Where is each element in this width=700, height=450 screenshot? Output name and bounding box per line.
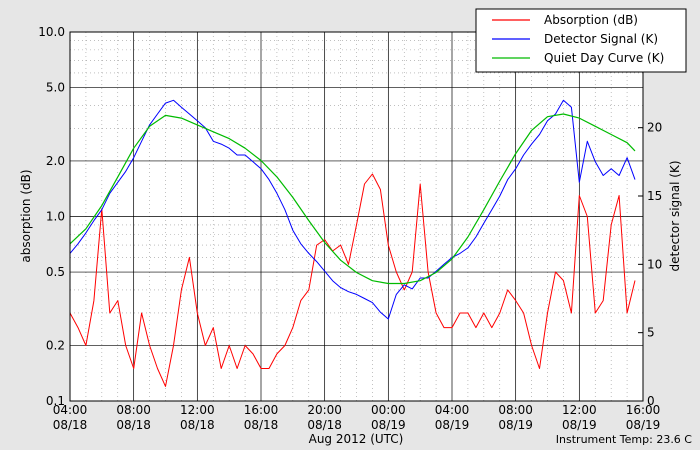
y-right-tick-label: 10	[647, 257, 662, 271]
y-left-tick-label: 0.5	[46, 265, 65, 279]
y-right-tick-label: 20	[647, 121, 662, 135]
x-tick-time: 12:00	[562, 403, 597, 417]
x-tick-date: 08/19	[626, 418, 661, 432]
y-right-tick-label: 0	[647, 394, 655, 408]
x-tick-time: 08:00	[116, 403, 151, 417]
x-tick-time: 04:00	[435, 403, 470, 417]
y-left-tick-label: 2.0	[46, 154, 65, 168]
x-tick-date: 08/19	[371, 418, 406, 432]
y-left-tick-label: 5.0	[46, 81, 65, 95]
y-left-tick-label: 0.1	[46, 394, 65, 408]
x-tick-date: 08/18	[244, 418, 279, 432]
grid	[69, 31, 644, 402]
y-right-tick-label: 5	[647, 326, 655, 340]
x-tick-date: 08/19	[498, 418, 533, 432]
y-left-tick-label: 10.0	[38, 25, 65, 39]
x-tick-time: 08:00	[498, 403, 533, 417]
x-tick-time: 04:00	[53, 403, 88, 417]
x-tick-date: 08/18	[116, 418, 151, 432]
x-tick-time: 16:00	[244, 403, 279, 417]
x-tick-time: 12:00	[180, 403, 215, 417]
y-left-tick-label: 1.0	[46, 210, 65, 224]
y-axis-right-label: detector signal (K)	[668, 160, 682, 271]
x-tick-date: 08/18	[53, 418, 88, 432]
legend-label: Quiet Day Curve (K)	[544, 51, 664, 65]
y-left-tick-label: 0.2	[46, 338, 65, 352]
series-line-2	[69, 113, 636, 285]
x-tick-date: 08/18	[180, 418, 215, 432]
legend-label: Absorption (dB)	[544, 13, 638, 27]
x-axis-label: Aug 2012 (UTC)	[309, 432, 404, 446]
x-tick-date: 08/19	[435, 418, 470, 432]
legend-label: Detector Signal (K)	[544, 32, 658, 46]
x-tick-date: 08/18	[307, 418, 342, 432]
x-tick-time: 00:00	[371, 403, 406, 417]
ticks: 04:0008/1808:0008/1812:0008/1816:0008/18…	[38, 25, 662, 432]
x-tick-time: 16:00	[626, 403, 661, 417]
instrument-temp-note: Instrument Temp: 23.6 C	[556, 433, 693, 446]
series-line-1	[69, 99, 636, 320]
series-line-0	[69, 173, 636, 387]
y-axis-left-label: absorption (dB)	[19, 169, 33, 262]
y-right-tick-label: 15	[647, 189, 662, 203]
x-tick-date: 08/19	[562, 418, 597, 432]
series-layer	[69, 99, 636, 387]
plot-frame	[69, 31, 644, 402]
x-tick-time: 20:00	[307, 403, 342, 417]
legend: Absorption (dB) Detector Signal (K) Quiet …	[475, 8, 687, 73]
